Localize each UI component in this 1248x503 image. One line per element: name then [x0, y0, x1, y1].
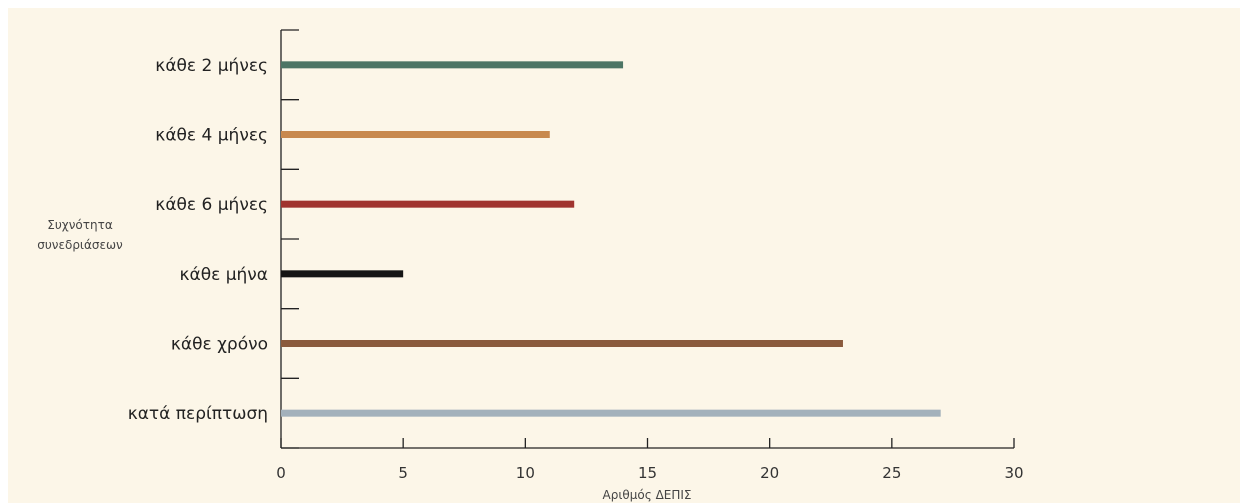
y-axis-title-line-1: Συχνότητα	[47, 218, 113, 232]
bar	[281, 131, 550, 138]
x-tick-label: 20	[760, 464, 779, 482]
x-tick-label: 30	[1004, 464, 1023, 482]
chart-axes	[280, 29, 1015, 449]
chart-bars	[281, 61, 941, 417]
bar	[281, 61, 624, 69]
x-tick-label: 25	[882, 464, 901, 482]
x-tick-label: 10	[516, 464, 535, 482]
category-label: κάθε 2 μήνες	[155, 56, 268, 76]
category-label: κατά περίπτωση	[128, 404, 268, 424]
x-tick-label: 5	[398, 464, 408, 482]
category-label: κάθε 4 μήνες	[155, 126, 268, 146]
bar	[281, 409, 941, 417]
bar	[281, 340, 843, 347]
chart-background	[8, 8, 1240, 503]
x-tick-labels: 0 5 10 15 20 25 30	[276, 464, 1023, 482]
x-tick-label: 0	[276, 464, 286, 482]
bar	[281, 270, 404, 278]
x-axis-title: Αριθμός ΔΕΠΙΣ	[603, 488, 692, 502]
bar	[281, 200, 575, 208]
category-label: κάθε μήνα	[179, 265, 268, 285]
y-axis-title-line-2: συνεδριάσεων	[37, 238, 123, 252]
category-label: κάθε 6 μήνες	[155, 195, 268, 215]
x-tick-label: 15	[638, 464, 657, 482]
category-labels: κάθε 2 μήνες κάθε 4 μήνες κάθε 6 μήνες κάθε…	[128, 56, 268, 424]
category-label: κάθε χρόνο	[171, 335, 268, 355]
